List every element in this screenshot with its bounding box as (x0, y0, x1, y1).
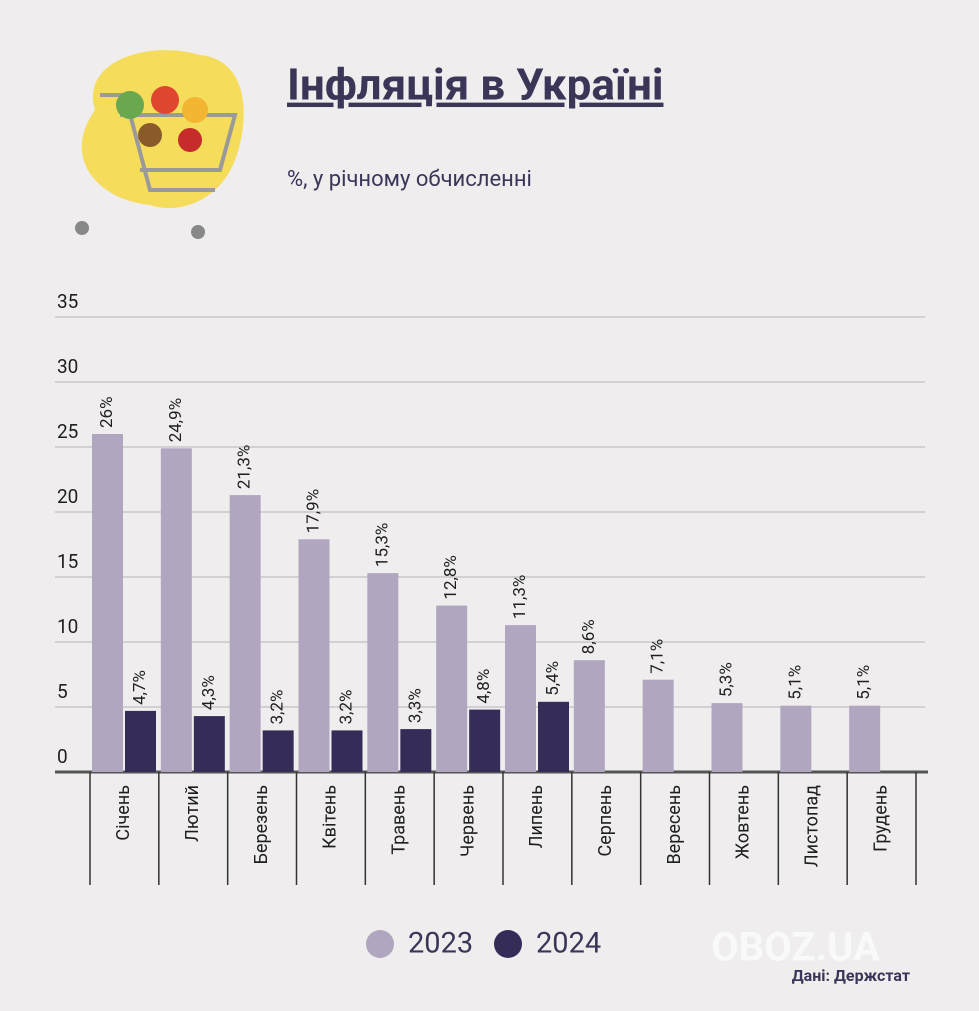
x-tick-label: Вересень (664, 785, 685, 865)
bar (538, 701, 569, 772)
value-label: 3,3% (405, 688, 425, 723)
x-tick-label: Червень (457, 785, 478, 857)
value-label: 21,3% (235, 445, 255, 489)
bar (573, 660, 605, 772)
bar (229, 495, 261, 772)
value-label: 3,2% (268, 689, 288, 724)
x-tick-label: Липень (526, 785, 547, 848)
x-tick-label: Серпень (595, 785, 616, 856)
y-tick-label: 0 (57, 745, 68, 768)
legend-label: 2023 (408, 927, 473, 961)
value-label: 4,8% (474, 669, 494, 704)
y-tick-label: 35 (57, 290, 78, 313)
x-tick-label: Лютий (182, 785, 203, 842)
cart-illustration (75, 50, 244, 239)
value-label: 4,3% (199, 675, 219, 710)
chart-subtitle: %, у річному обчисленні (287, 167, 532, 192)
value-label: 5,1% (854, 665, 874, 700)
bar (711, 703, 743, 772)
bar (505, 625, 536, 772)
bar (436, 605, 468, 772)
bar (160, 448, 192, 772)
bar (262, 730, 294, 772)
bar (367, 573, 399, 772)
bar (780, 705, 812, 772)
value-label: 8,6% (579, 619, 599, 654)
y-tick-label: 10 (57, 615, 78, 638)
value-label: 5,1% (785, 665, 805, 700)
chart-title: Інфляція в Україні (287, 59, 663, 111)
value-label: 26% (97, 396, 117, 428)
x-tick-label: Травень (389, 785, 410, 855)
value-label: 11,3% (510, 575, 530, 619)
bar (400, 729, 432, 772)
bar (92, 434, 123, 772)
y-tick-label: 30 (57, 355, 78, 378)
x-tick-label: Жовтень (733, 785, 754, 859)
value-label: 17,9% (303, 489, 323, 533)
source: Дані: Держстат (792, 966, 910, 985)
legend-swatch (366, 930, 394, 958)
bar (642, 679, 674, 772)
value-label: 24,9% (166, 398, 186, 442)
x-tick-label: Листопад (802, 785, 823, 867)
y-tick-label: 20 (57, 485, 78, 508)
bar (125, 710, 156, 772)
bar (469, 709, 501, 772)
legend-swatch (494, 930, 522, 958)
legend-label: 2024 (536, 927, 601, 961)
bar (298, 539, 330, 772)
value-label: 5,4% (543, 661, 563, 696)
x-tick-label: Січень (113, 785, 134, 841)
value-label: 12,8% (441, 555, 461, 599)
x-tick-label: Грудень (870, 785, 891, 852)
bar (193, 716, 225, 772)
value-label: 4,7% (130, 670, 150, 705)
x-tick-label: Березень (251, 785, 272, 864)
value-label: 3,2% (336, 689, 356, 724)
bar (331, 730, 363, 772)
y-tick-label: 25 (57, 420, 78, 443)
y-tick-label: 5 (57, 680, 68, 703)
value-label: 15,3% (372, 523, 392, 567)
bar (849, 705, 881, 772)
x-tick-label: Квітень (320, 785, 341, 849)
value-label: 5,3% (716, 662, 736, 697)
value-label: 7,1% (648, 639, 668, 674)
watermark: OBOZ.UA (711, 924, 880, 971)
y-tick-label: 15 (57, 550, 78, 573)
